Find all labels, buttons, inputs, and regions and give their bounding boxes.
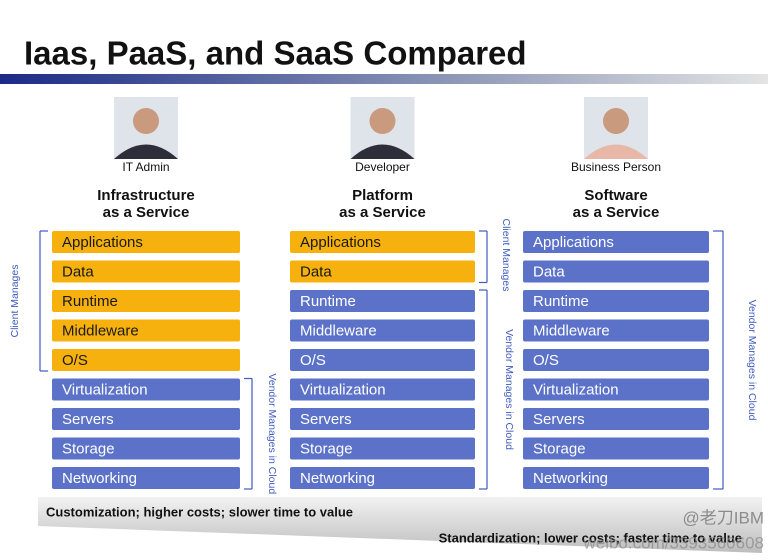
layer-box	[290, 408, 475, 430]
photo-body	[584, 144, 648, 159]
watermark-url: weibo.com/3393560608	[582, 533, 764, 552]
footer-wedge	[38, 497, 762, 553]
layer-box	[290, 437, 475, 460]
column-heading: Software	[584, 187, 647, 204]
layer-label: Storage	[300, 440, 353, 457]
layer-label: O/S	[62, 352, 88, 369]
photo-body	[114, 144, 178, 159]
layer-label: Runtime	[533, 293, 589, 310]
layer-box	[523, 319, 709, 342]
layer-label: Data	[533, 263, 565, 280]
layer-box	[523, 349, 709, 371]
layer-label: Servers	[533, 411, 585, 428]
layer-box	[52, 378, 240, 401]
layer-label: Networking	[300, 470, 375, 487]
layer-box	[290, 290, 475, 312]
layer-label: Networking	[533, 470, 608, 487]
layer-box	[523, 378, 709, 401]
layer-label: O/S	[300, 352, 326, 369]
layer-label: Applications	[300, 234, 381, 251]
role-label: Developer	[355, 160, 410, 174]
layer-label: Data	[62, 263, 94, 280]
layer-label: Applications	[533, 234, 614, 251]
layer-box	[523, 437, 709, 460]
footer-left: Customization; higher costs; slower time…	[46, 504, 353, 519]
layer-box	[52, 290, 240, 312]
layer-box	[290, 378, 475, 401]
layer-box	[290, 260, 475, 283]
layer-box	[52, 437, 240, 460]
layer-label: Virtualization	[533, 381, 619, 398]
layer-box	[52, 408, 240, 430]
title: Iaas, PaaS, and SaaS Compared	[24, 35, 527, 72]
photo-body	[350, 144, 415, 159]
bracket-label: Vendor Manages in Cloud	[503, 329, 515, 450]
bracket-label: Vendor Manages in Cloud	[266, 373, 278, 494]
layer-label: Virtualization	[300, 381, 386, 398]
layer-box	[290, 231, 475, 253]
layer-box	[290, 467, 475, 489]
layer-box	[52, 260, 240, 283]
layer-box	[523, 290, 709, 312]
layer-box	[52, 467, 240, 489]
photo-head	[603, 108, 629, 134]
bracket-label: Client Manages	[9, 265, 21, 338]
layer-label: Servers	[62, 411, 114, 428]
layer-label: Virtualization	[62, 381, 148, 398]
photo-head	[133, 108, 159, 134]
layer-box	[290, 349, 475, 371]
column-heading: Infrastructure	[97, 187, 195, 204]
layer-label: Storage	[62, 440, 115, 457]
layer-label: O/S	[533, 352, 559, 369]
layer-label: Middleware	[533, 322, 610, 339]
layer-label: Applications	[62, 234, 143, 251]
layer-box	[523, 467, 709, 489]
column-heading: as a Service	[103, 204, 190, 221]
photo-head	[369, 108, 396, 134]
role-label: IT Admin	[122, 160, 169, 174]
footer-right: Standardization; lower costs; faster tim…	[439, 530, 742, 545]
layer-box	[523, 408, 709, 430]
bracket-label: Vendor Manages in Cloud	[746, 300, 758, 421]
watermark-handle: @老刀IBM	[683, 508, 764, 527]
layer-label: Storage	[533, 440, 586, 457]
role-label: Business Person	[571, 160, 661, 174]
layer-label: Middleware	[62, 322, 139, 339]
layer-label: Data	[300, 263, 332, 280]
layer-label: Networking	[62, 470, 137, 487]
layer-label: Runtime	[300, 293, 356, 310]
column-heading: Platform	[352, 187, 413, 204]
layer-box	[52, 349, 240, 371]
column-heading: as a Service	[573, 204, 660, 221]
layer-label: Middleware	[300, 322, 377, 339]
layer-label: Runtime	[62, 293, 118, 310]
layer-box	[290, 319, 475, 342]
layer-label: Servers	[300, 411, 352, 428]
layer-box	[523, 260, 709, 283]
layer-box	[52, 231, 240, 253]
bracket-label: Client Manages	[500, 219, 512, 292]
layer-box	[52, 319, 240, 342]
column-heading: as a Service	[339, 204, 426, 221]
title-bar	[0, 74, 768, 84]
layer-box	[523, 231, 709, 253]
